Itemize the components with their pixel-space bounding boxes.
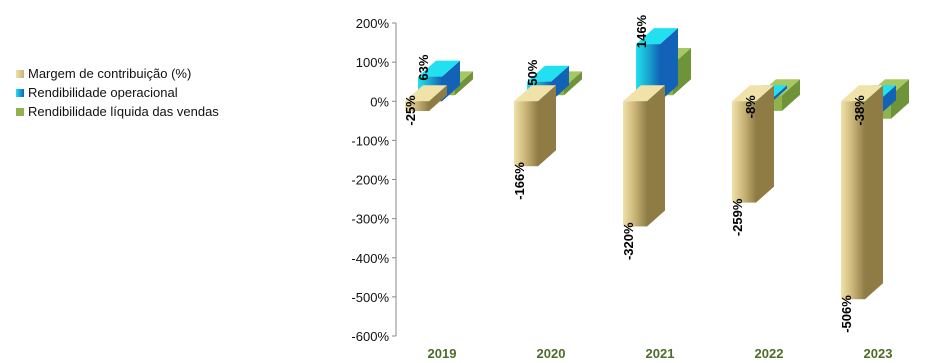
data-label-2023-s1: -38%	[852, 95, 867, 126]
bar-2022-s0	[732, 101, 756, 203]
bar-top-2021-s1	[636, 28, 678, 45]
category-label-2022: 2022	[755, 346, 784, 361]
data-label-2020-s1: 50%	[525, 59, 540, 85]
y-axis: 200% 100% 0% -100% -200% -300% -400% -500% -600%	[351, 16, 397, 344]
data-label-2019-s0: -25%	[403, 95, 418, 126]
data-label-2021-s0: -320%	[621, 222, 636, 260]
bar-2021-s0	[623, 101, 647, 227]
category-label-2021: 2021	[646, 346, 675, 361]
bar-side-2023-s2	[891, 79, 909, 119]
legend-swatch-liquida	[16, 107, 24, 116]
data-label-2023-s0: -506%	[839, 295, 854, 333]
bar-2019-s0	[405, 101, 429, 112]
bar-side-2019-s2	[455, 71, 473, 96]
bar-top-2021-s0	[623, 85, 665, 102]
bar-side-2022-s2	[782, 79, 800, 111]
bar-side-2021-s1	[660, 28, 678, 102]
bar-top-2019-s1	[418, 60, 460, 77]
bar-top-2020-s1	[527, 65, 569, 82]
data-label-2022-s1: -8%	[743, 95, 758, 119]
y-tick-label: -200%	[351, 173, 389, 188]
data-label-2020-s0: -166%	[512, 162, 527, 200]
legend-item-operacional: Rendibilidade operacional	[16, 83, 219, 102]
y-tick-label: -400%	[351, 251, 389, 266]
y-tick-label: 200%	[356, 16, 390, 31]
y-tick-label: 0%	[370, 94, 389, 109]
legend-label-operacional: Rendibilidade operacional	[28, 85, 178, 100]
bar-side-2020-s2	[564, 71, 582, 96]
bar-side-2021-s0	[647, 85, 665, 227]
bar-2020-s0	[514, 101, 538, 167]
legend-item-liquida: Rendibilidade líquida das vendas	[16, 102, 219, 121]
bar-side-2020-s0	[538, 85, 556, 167]
y-tick-label: 100%	[356, 55, 390, 70]
legend-label-liquida: Rendibilidade líquida das vendas	[28, 104, 219, 119]
legend-swatch-margem	[16, 69, 24, 78]
y-tick-label: -300%	[351, 212, 389, 227]
bar-top-2022-s0	[732, 85, 774, 102]
category-label-2020: 2020	[537, 346, 566, 361]
legend-item-margem: Margem de contribuição (%)	[16, 64, 219, 83]
category-label-2023: 2023	[864, 346, 893, 361]
data-label-2019-s1: 63%	[416, 54, 431, 80]
data-label-2021-s1: 146%	[634, 14, 649, 48]
x-axis-categories: 2019 2020 2021 2022 2023	[428, 346, 893, 361]
bar-top-2019-s0	[405, 85, 447, 102]
legend-label-margem: Margem de contribuição (%)	[28, 66, 192, 81]
bars	[405, 28, 909, 300]
bar-side-2019-s0	[429, 85, 447, 112]
bar-side-2023-s0	[865, 85, 883, 300]
legend: Margem de contribuição (%) Rendibilidade…	[16, 64, 219, 121]
y-tick-label: -500%	[351, 290, 389, 305]
data-labels: -25% 63% -166% 50% -320% 146% -259% -8% -506% -38…	[403, 14, 867, 332]
bar-top-2020-s0	[514, 85, 556, 102]
bar-side-2022-s0	[756, 85, 774, 203]
y-tick-label: -600%	[351, 329, 389, 344]
bar-2023-s0	[841, 101, 865, 300]
category-label-2019: 2019	[428, 346, 457, 361]
legend-swatch-operacional	[16, 88, 24, 97]
bar-top-2023-s0	[841, 85, 883, 102]
data-label-2022-s0: -259%	[730, 198, 745, 236]
y-tick-label: -100%	[351, 133, 389, 148]
